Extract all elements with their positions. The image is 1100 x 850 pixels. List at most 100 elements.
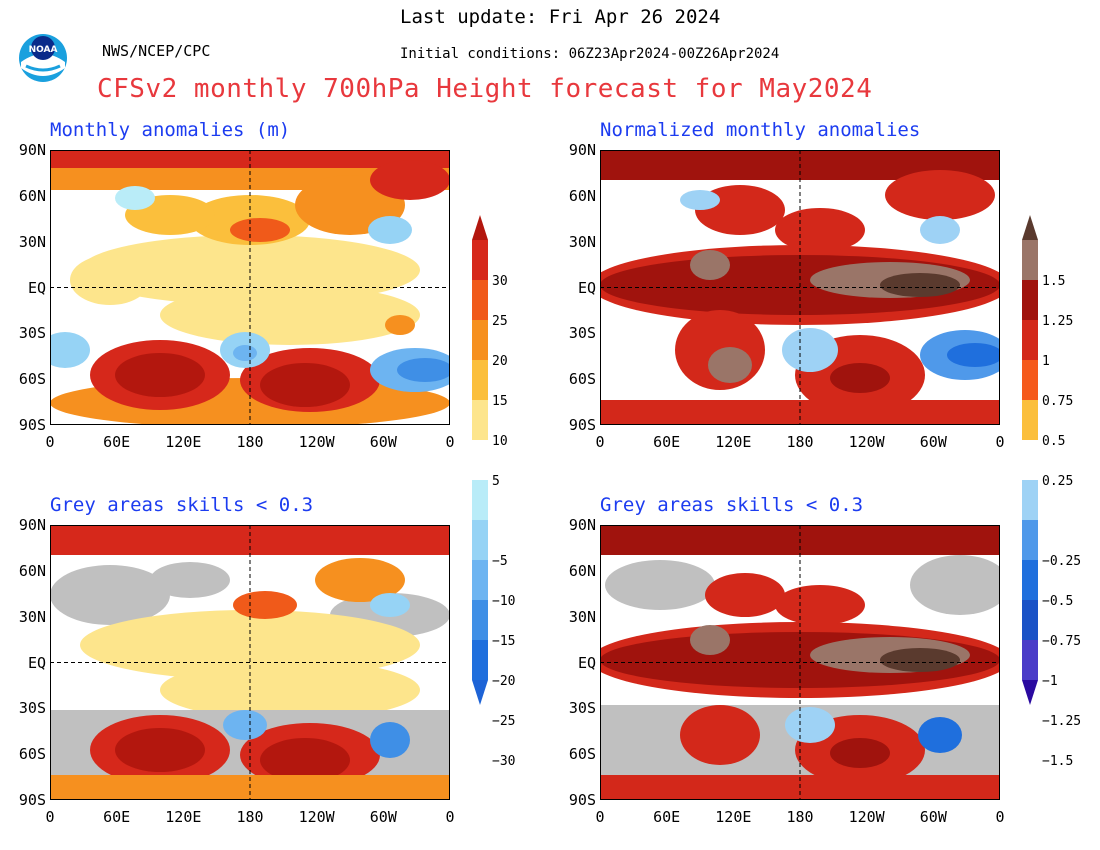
colorbar-segment — [472, 520, 488, 560]
lat-tick-label: 90N — [568, 516, 596, 534]
colorbar-segment — [1022, 520, 1038, 560]
colorbar-label: 0.5 — [1042, 434, 1066, 449]
lat-tick-label: 30S — [18, 699, 46, 718]
lat-tick-label: 30S — [568, 324, 596, 343]
colorbar-label: 5 — [492, 474, 500, 489]
map-panel-skill-masked-normalized — [600, 525, 1000, 800]
lon-tick-label: 60W — [919, 433, 947, 451]
colorbar-label: 30 — [492, 274, 508, 289]
colorbar-label: −25 — [492, 714, 516, 729]
colorbar-label: −20 — [492, 674, 516, 689]
lon-tick-label: 60W — [369, 433, 397, 451]
colorbar-segment — [472, 440, 488, 480]
colorbar-label: −1.25 — [1042, 714, 1082, 729]
colorbar-normalized — [1022, 215, 1038, 705]
colorbar-segment — [472, 400, 488, 440]
colorbar-segment — [472, 480, 488, 520]
colorbar-label: −0.5 — [1042, 594, 1074, 609]
lat-tick-label: 90N — [18, 516, 46, 534]
lat-tick-label: 60N — [568, 561, 596, 580]
lon-tick-label: 60E — [653, 808, 681, 826]
lon-tick-label: 0 — [45, 808, 55, 826]
lon-tick-label: 180 — [236, 808, 264, 826]
colorbar-anomaly-m — [472, 215, 488, 705]
colorbar-label: −0.25 — [1042, 554, 1082, 569]
colorbar-segment — [1022, 360, 1038, 400]
lat-tick-label: 30N — [18, 232, 46, 251]
last-update-text: Last update: Fri Apr 26 2024 — [400, 6, 721, 28]
page-title: CFSv2 monthly 700hPa Height forecast for… — [97, 74, 873, 104]
lon-tick-label: 0 — [995, 433, 1005, 451]
colorbar-segment — [1022, 640, 1038, 680]
lon-tick-label: 60E — [103, 433, 131, 451]
colorbar-segment — [1022, 240, 1038, 280]
lat-tick-label: 90S — [568, 416, 596, 434]
lat-tick-label: 90S — [18, 791, 46, 809]
colorbar-segment — [472, 680, 488, 705]
lon-tick-label: 120E — [715, 808, 752, 826]
colorbar-label: 0.75 — [1042, 394, 1074, 409]
colorbar-label: −5 — [492, 554, 508, 569]
lon-tick-label: 60E — [103, 808, 131, 826]
lon-tick-label: 0 — [595, 433, 605, 451]
lon-tick-label: 0 — [995, 808, 1005, 826]
lon-tick-label: 0 — [445, 433, 455, 451]
colorbar-label: 15 — [492, 394, 508, 409]
colorbar-segment — [472, 640, 488, 680]
panel-title-skill-masked-anomalies: Grey areas skills < 0.3 — [50, 494, 314, 516]
colorbar-label: 0.25 — [1042, 474, 1074, 489]
panel-title-normalized-anomalies: Normalized monthly anomalies — [600, 119, 921, 141]
colorbar-segment — [1022, 680, 1038, 705]
colorbar-segment — [472, 360, 488, 400]
lon-tick-label: 180 — [236, 433, 264, 451]
lon-tick-label: 120W — [848, 808, 885, 826]
lon-tick-label: 0 — [445, 808, 455, 826]
lat-tick-label: 60S — [568, 745, 596, 764]
lat-tick-label: 30S — [18, 324, 46, 343]
lon-tick-label: 120E — [165, 433, 202, 451]
lon-tick-label: 60W — [369, 808, 397, 826]
colorbar-segment — [472, 280, 488, 320]
colorbar-label: −1.5 — [1042, 754, 1074, 769]
colorbar-label: 10 — [492, 434, 508, 449]
noaa-logo-icon: NOAA — [18, 18, 68, 86]
initial-conditions-text: Initial conditions: 06Z23Apr2024-00Z26Ap… — [400, 46, 780, 62]
lat-tick-label: 30N — [18, 607, 46, 626]
lat-tick-label: 60N — [18, 186, 46, 205]
colorbar-segment — [472, 215, 488, 240]
colorbar-segment — [1022, 480, 1038, 520]
lat-tick-label: 30N — [568, 607, 596, 626]
lat-tick-label: EQ — [27, 278, 46, 297]
lat-tick-label: 60S — [18, 370, 46, 389]
colorbar-segment — [1022, 600, 1038, 640]
lon-tick-label: 120E — [715, 433, 752, 451]
lat-tick-label: 90N — [568, 141, 596, 159]
colorbar-segment — [1022, 215, 1038, 240]
map-panel-skill-masked-anomalies — [50, 525, 450, 800]
colorbar-label: 1 — [1042, 354, 1050, 369]
colorbar-label: −30 — [492, 754, 516, 769]
lat-tick-label: 90S — [568, 791, 596, 809]
colorbar-label: 1.5 — [1042, 274, 1066, 289]
colorbar-label: −15 — [492, 634, 516, 649]
colorbar-label: −10 — [492, 594, 516, 609]
lat-tick-label: EQ — [577, 278, 596, 297]
colorbar-label: −0.75 — [1042, 634, 1082, 649]
colorbar-segment — [1022, 320, 1038, 360]
lat-tick-label: 90S — [18, 416, 46, 434]
lat-tick-label: EQ — [577, 653, 596, 672]
lon-tick-label: 120W — [298, 808, 335, 826]
colorbar-segment — [472, 560, 488, 600]
panel-title-monthly-anomalies: Monthly anomalies (m) — [50, 119, 291, 141]
noaa-logo-text: NOAA — [29, 45, 58, 55]
colorbar-segment — [1022, 560, 1038, 600]
lon-tick-label: 0 — [45, 433, 55, 451]
map-panel-monthly-anomalies — [50, 150, 450, 425]
panel-title-skill-masked-normalized: Grey areas skills < 0.3 — [600, 494, 864, 516]
colorbar-segment — [472, 240, 488, 280]
colorbar-label: 25 — [492, 314, 508, 329]
lat-tick-label: 30N — [568, 232, 596, 251]
lat-tick-label: 60S — [568, 370, 596, 389]
colorbar-label: −1 — [1042, 674, 1058, 689]
lat-tick-label: 30S — [568, 699, 596, 718]
